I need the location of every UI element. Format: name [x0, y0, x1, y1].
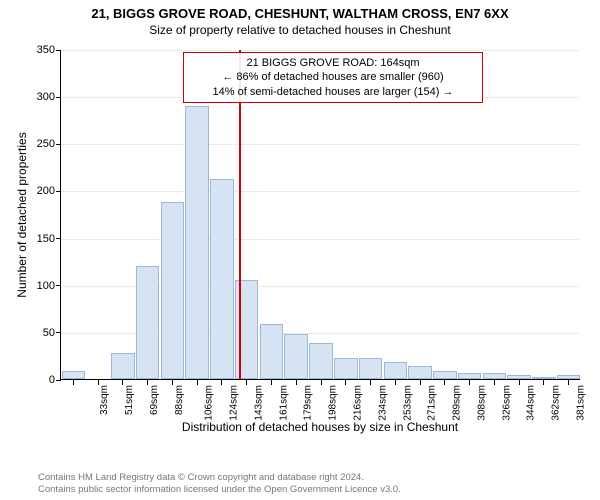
histogram-bar	[483, 373, 507, 379]
x-tick-label: 234sqm	[377, 385, 388, 421]
histogram-bar	[111, 353, 135, 379]
x-tickmark	[519, 380, 520, 385]
histogram-bar	[359, 358, 383, 379]
histogram-bar	[334, 358, 358, 379]
gridline	[61, 191, 580, 192]
x-tick-label: 344sqm	[526, 385, 537, 421]
x-tickmark	[321, 380, 322, 385]
x-tick-label: 69sqm	[149, 385, 160, 415]
x-tick-label: 362sqm	[551, 385, 562, 421]
y-tick-label: 50	[25, 327, 55, 339]
y-tick-label: 350	[25, 44, 55, 56]
x-tick-label: 51sqm	[124, 385, 135, 415]
x-tick-label: 216sqm	[353, 385, 364, 421]
histogram-bar	[557, 375, 581, 379]
histogram-bar	[284, 334, 308, 379]
x-tickmark	[543, 380, 544, 385]
histogram-bar	[210, 179, 234, 379]
x-tick-label: 88sqm	[174, 385, 185, 415]
y-tick-label: 300	[25, 91, 55, 103]
annotation-line: 14% of semi-detached houses are larger (…	[192, 85, 474, 99]
x-tick-label: 326sqm	[501, 385, 512, 421]
annotation-box: 21 BIGGS GROVE ROAD: 164sqm ← 86% of det…	[183, 52, 483, 103]
x-tickmark	[568, 380, 569, 385]
x-tick-label: 106sqm	[204, 385, 215, 421]
x-tickmark	[221, 380, 222, 385]
x-tick-label: 381sqm	[575, 385, 586, 421]
histogram-bar	[161, 202, 185, 379]
y-tick-label: 150	[25, 233, 55, 245]
x-tick-label: 308sqm	[476, 385, 487, 421]
x-tickmark	[494, 380, 495, 385]
histogram-bar	[507, 375, 531, 379]
y-tickmark	[56, 97, 61, 98]
x-tick-label: 198sqm	[328, 385, 339, 421]
histogram-bar	[408, 366, 432, 379]
x-tick-label: 179sqm	[303, 385, 314, 421]
y-tick-label: 0	[25, 374, 55, 386]
y-tick-label: 200	[25, 185, 55, 197]
histogram-bar	[309, 343, 333, 379]
x-tick-label: 271sqm	[427, 385, 438, 421]
x-tick-label: 161sqm	[278, 385, 289, 421]
histogram-bar	[458, 373, 482, 379]
histogram-bar	[384, 362, 408, 379]
x-tick-label: 124sqm	[229, 385, 240, 421]
y-axis-label: Number of detached properties	[15, 132, 29, 297]
annotation-line: 21 BIGGS GROVE ROAD: 164sqm	[192, 56, 474, 70]
footer-line: Contains HM Land Registry data © Crown c…	[38, 472, 401, 484]
annotation-line: ← 86% of detached houses are smaller (96…	[192, 70, 474, 84]
y-tickmark	[56, 380, 61, 381]
gridline	[61, 50, 580, 51]
x-tickmark	[73, 380, 74, 385]
gridline	[61, 144, 580, 145]
x-tickmark	[172, 380, 173, 385]
y-tickmark	[56, 332, 61, 333]
x-tickmark	[345, 380, 346, 385]
x-tickmark	[246, 380, 247, 385]
plot-area: 21 BIGGS GROVE ROAD: 164sqm ← 86% of det…	[60, 50, 580, 380]
gridline	[61, 239, 580, 240]
x-tick-label: 253sqm	[402, 385, 413, 421]
y-tickmark	[56, 191, 61, 192]
x-axis-label: Distribution of detached houses by size …	[60, 420, 580, 434]
x-tick-label: 143sqm	[254, 385, 265, 421]
x-tick-label: 289sqm	[452, 385, 463, 421]
x-tickmark	[395, 380, 396, 385]
histogram-bar	[62, 371, 86, 379]
y-tickmark	[56, 50, 61, 51]
y-tickmark	[56, 238, 61, 239]
x-tickmark	[296, 380, 297, 385]
page-title: 21, BIGGS GROVE ROAD, CHESHUNT, WALTHAM …	[0, 0, 600, 21]
y-tickmark	[56, 144, 61, 145]
y-tickmark	[56, 285, 61, 286]
histogram-bar	[260, 324, 284, 379]
chart-container: 21 BIGGS GROVE ROAD: 164sqm ← 86% of det…	[60, 50, 580, 420]
page-subtitle: Size of property relative to detached ho…	[0, 21, 600, 37]
x-tickmark	[469, 380, 470, 385]
x-tick-label: 33sqm	[99, 385, 110, 415]
x-tickmark	[271, 380, 272, 385]
x-tickmark	[444, 380, 445, 385]
x-tickmark	[420, 380, 421, 385]
footer-attribution: Contains HM Land Registry data © Crown c…	[38, 472, 401, 496]
x-tickmark	[147, 380, 148, 385]
x-tickmark	[197, 380, 198, 385]
histogram-bar	[433, 371, 457, 379]
x-tickmark	[370, 380, 371, 385]
y-tick-label: 250	[25, 138, 55, 150]
footer-line: Contains public sector information licen…	[38, 484, 401, 496]
histogram-bar	[185, 106, 209, 379]
histogram-bar	[136, 266, 160, 379]
histogram-bar	[532, 377, 556, 379]
y-tick-label: 100	[25, 280, 55, 292]
